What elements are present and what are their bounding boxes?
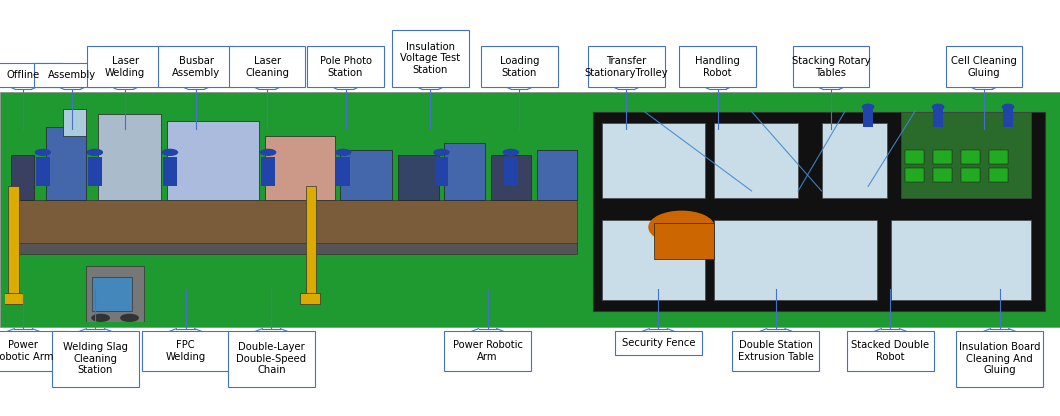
Bar <box>86 266 144 322</box>
Text: Double-Layer
Double-Speed
Chain: Double-Layer Double-Speed Chain <box>236 342 306 375</box>
Bar <box>504 157 517 186</box>
Bar <box>961 150 981 164</box>
Bar <box>11 200 578 250</box>
Bar <box>399 155 439 200</box>
Text: Power Robotic
Arm: Power Robotic Arm <box>453 340 523 362</box>
Circle shape <box>87 149 103 155</box>
Bar <box>961 168 981 182</box>
Text: Laser
Welding: Laser Welding <box>105 56 145 77</box>
Text: Stacking Rotary
Tables: Stacking Rotary Tables <box>792 56 870 77</box>
Circle shape <box>933 104 943 110</box>
Circle shape <box>1003 104 1013 110</box>
Text: Transfer
StationaryTrolley: Transfer StationaryTrolley <box>585 56 668 77</box>
Text: Security Fence: Security Fence <box>621 338 695 348</box>
Bar <box>714 123 798 198</box>
Circle shape <box>162 149 177 155</box>
Text: Pole Photo
Station: Pole Photo Station <box>319 56 372 77</box>
Text: Assembly: Assembly <box>48 70 96 80</box>
Circle shape <box>336 149 351 155</box>
Bar <box>11 155 34 200</box>
Bar <box>340 150 392 200</box>
Bar <box>602 220 705 300</box>
Bar <box>822 123 887 198</box>
Bar <box>905 168 924 182</box>
Bar <box>901 111 1031 198</box>
Bar <box>305 186 316 300</box>
Bar <box>36 157 50 186</box>
Text: Double Station
Extrusion Table: Double Station Extrusion Table <box>738 340 814 362</box>
Bar <box>536 150 578 200</box>
Circle shape <box>504 149 518 155</box>
Bar <box>92 277 132 311</box>
Circle shape <box>863 104 873 110</box>
Bar <box>46 127 86 200</box>
Circle shape <box>261 149 276 155</box>
Bar <box>8 186 19 300</box>
Circle shape <box>649 211 714 243</box>
Text: Offline: Offline <box>6 70 40 80</box>
Bar <box>654 223 714 259</box>
Text: Loading
Station: Loading Station <box>499 56 540 77</box>
Text: Handling
Robot: Handling Robot <box>695 56 740 77</box>
Text: Insulation
Voltage Test
Station: Insulation Voltage Test Station <box>401 42 460 75</box>
Bar <box>864 109 872 127</box>
Text: Busbar
Assembly: Busbar Assembly <box>172 56 220 77</box>
Text: FPC
Welding: FPC Welding <box>165 340 206 362</box>
Bar <box>444 143 484 200</box>
Bar <box>934 109 942 127</box>
Bar <box>891 220 1031 300</box>
Circle shape <box>92 314 109 321</box>
Bar <box>2 293 22 304</box>
Bar <box>163 157 177 186</box>
Text: Power
Robotic Arm: Power Robotic Arm <box>0 340 54 362</box>
Text: Laser
Cleaning: Laser Cleaning <box>245 56 289 77</box>
Bar <box>265 136 335 200</box>
Bar <box>714 220 878 300</box>
Bar <box>593 111 1045 311</box>
Bar <box>98 114 161 200</box>
Bar <box>989 168 1008 182</box>
Bar <box>934 168 952 182</box>
Bar <box>88 157 102 186</box>
Bar <box>602 123 705 198</box>
Circle shape <box>121 314 138 321</box>
Text: Stacked Double
Robot: Stacked Double Robot <box>851 340 930 362</box>
Bar <box>261 157 276 186</box>
Bar <box>11 243 578 254</box>
Bar <box>64 109 86 136</box>
Bar <box>905 150 924 164</box>
Bar <box>300 293 320 304</box>
Text: Insulation Board
Cleaning And
Gluing: Insulation Board Cleaning And Gluing <box>959 342 1040 375</box>
Bar <box>934 150 952 164</box>
Bar <box>989 150 1008 164</box>
Bar <box>435 157 448 186</box>
Bar <box>491 155 531 200</box>
Bar <box>167 121 260 200</box>
Circle shape <box>434 149 449 155</box>
Text: Cell Cleaning
Gluing: Cell Cleaning Gluing <box>951 56 1017 77</box>
Circle shape <box>35 149 51 155</box>
Bar <box>1004 109 1012 127</box>
Bar <box>336 157 350 186</box>
Text: Welding Slag
Cleaning
Station: Welding Slag Cleaning Station <box>63 342 128 375</box>
